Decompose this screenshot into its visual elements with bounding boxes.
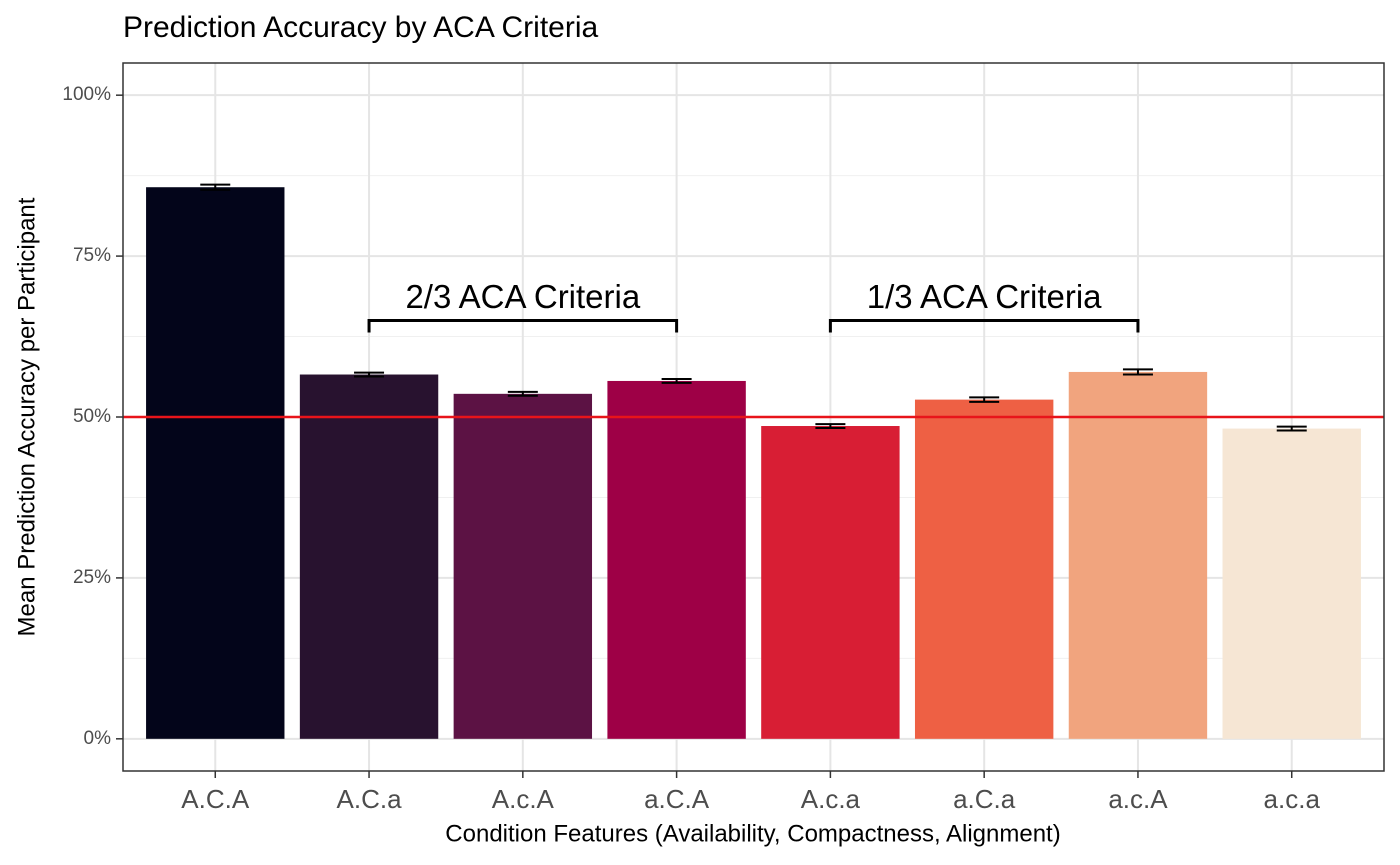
error-bar <box>507 390 538 397</box>
error-bar <box>354 371 385 378</box>
chart-title: Prediction Accuracy by ACA Criteria <box>123 11 599 44</box>
error-bar <box>1122 368 1153 376</box>
bar <box>453 393 593 739</box>
panel-border <box>122 62 1385 772</box>
annotation: 2/3 ACA Criteria <box>405 278 640 315</box>
bar <box>607 380 746 739</box>
x-tick-label: a.C.A <box>644 784 710 814</box>
x-tick-label: A.c.A <box>492 784 555 814</box>
x-tick-label: a.c.a <box>1264 784 1321 814</box>
error-bar <box>661 378 692 384</box>
bar <box>1222 428 1361 739</box>
bar <box>299 374 439 739</box>
error-bar <box>200 183 231 191</box>
bracket <box>828 318 1140 333</box>
bar <box>146 187 285 739</box>
bracket <box>367 318 679 333</box>
x-tick-label: a.C.a <box>953 784 1016 814</box>
y-tick-label: 50% <box>73 406 111 427</box>
error-bar <box>1276 425 1307 432</box>
y-tick-label: 25% <box>73 567 111 588</box>
x-tick-label: A.C.A <box>181 784 250 814</box>
y-tick-label: 100% <box>62 84 111 105</box>
error-bar <box>815 423 846 429</box>
x-tick-label: A.C.a <box>337 784 403 814</box>
y-tick-label: 75% <box>73 245 111 266</box>
bar <box>761 426 900 739</box>
error-bar <box>969 396 1000 403</box>
x-axis-title: Condition Features (Availability, Compac… <box>445 820 1060 847</box>
y-axis-title: Mean Prediction Accuracy per Participant <box>13 197 40 636</box>
annotation: 1/3 ACA Criteria <box>867 278 1102 315</box>
y-tick-label: 0% <box>84 728 112 749</box>
x-tick-label: A.c.a <box>801 784 861 814</box>
x-tick-label: a.c.A <box>1108 784 1168 814</box>
bar <box>914 399 1054 739</box>
bar <box>1068 371 1208 739</box>
